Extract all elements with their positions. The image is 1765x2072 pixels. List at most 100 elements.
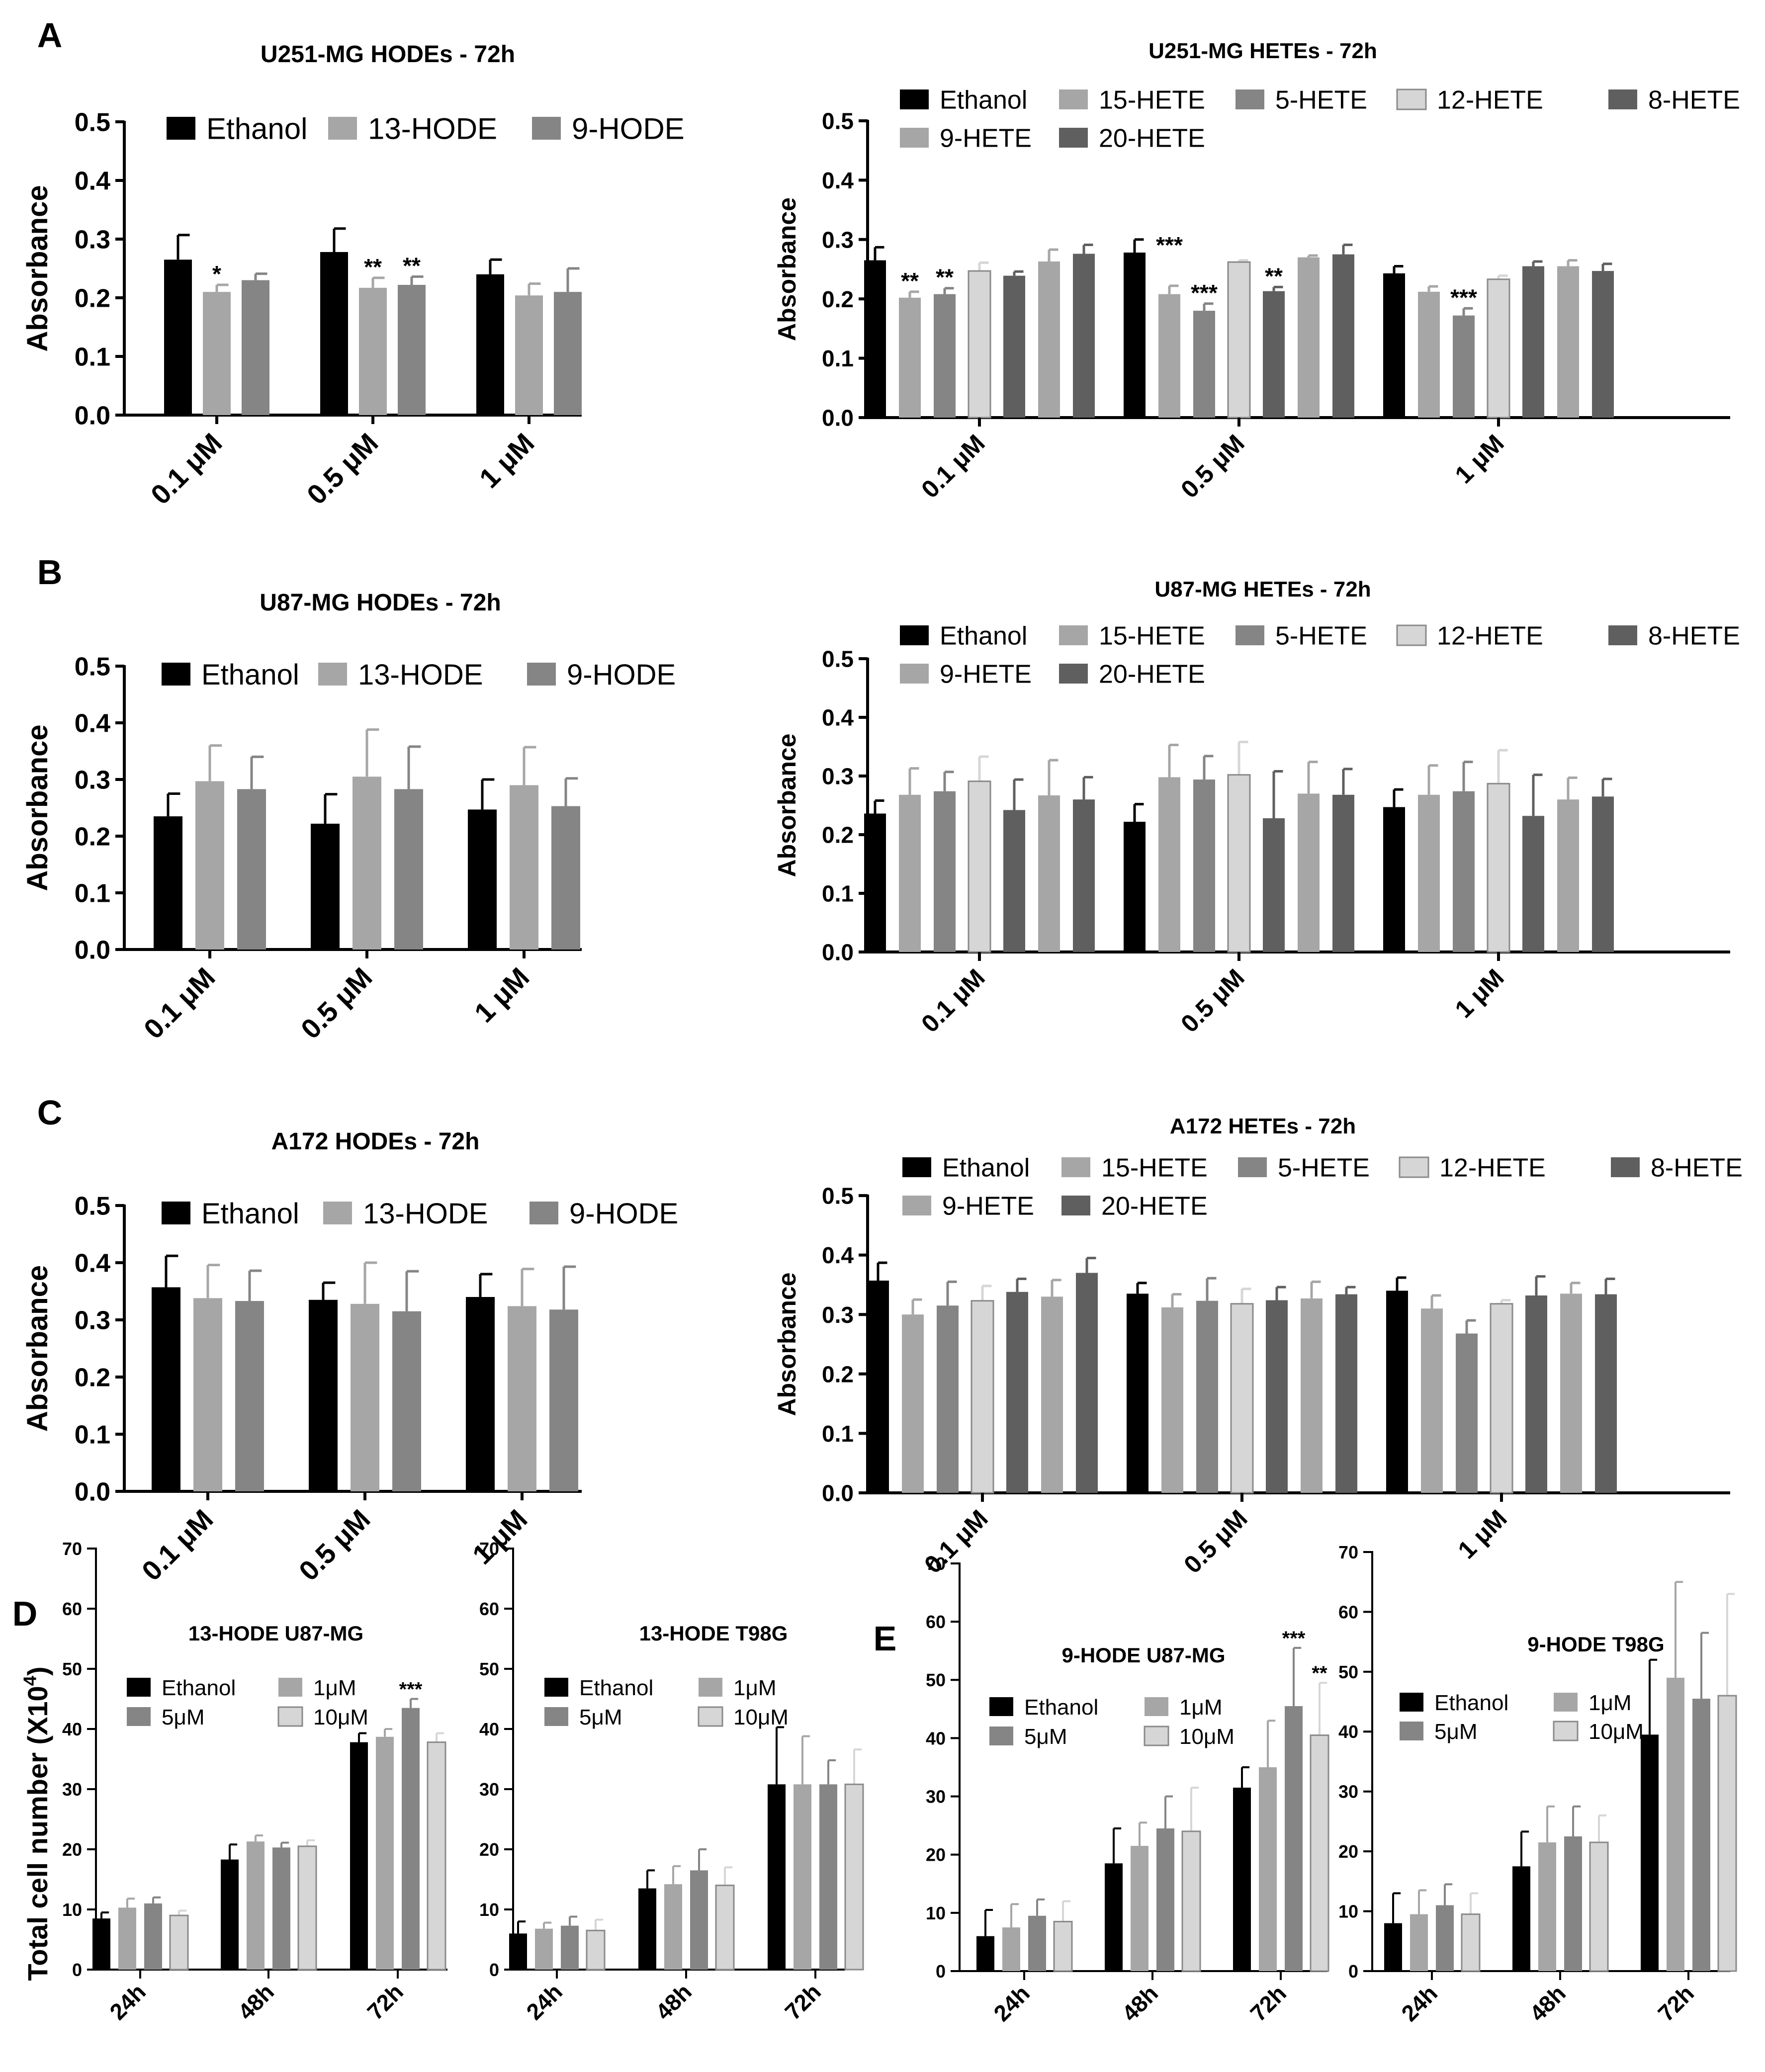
bar-5-hete-0 xyxy=(934,294,956,418)
legend-swatch xyxy=(902,1196,931,1215)
y-tick-label: 0.3 xyxy=(75,1306,110,1335)
legend: Ethanol 15-HETE 5-HETE 12-HETE 8-HETE 9-HETE 2… xyxy=(900,622,1740,689)
legend-label: 9-HETE xyxy=(940,660,1032,689)
legend-label: 1μM xyxy=(313,1676,356,1700)
bar-9-hode-2 xyxy=(554,292,582,415)
y-tick-label: 0.1 xyxy=(822,1421,854,1447)
bar-1-m-0 xyxy=(118,1907,136,1970)
bar-5-hete-1 xyxy=(1196,1300,1218,1493)
bar-5-m-2 xyxy=(402,1708,420,1970)
legend-label: 9-HODE xyxy=(569,1198,678,1230)
legend-label: 20-HETE xyxy=(1101,1192,1208,1221)
bar-5-m-1 xyxy=(690,1870,708,1970)
legend-label: 10μM xyxy=(1588,1720,1644,1744)
y-tick-label: 0.4 xyxy=(75,167,110,196)
y-axis-label-exponent: 4 xyxy=(20,1675,40,1686)
legend-label: 5μM xyxy=(579,1705,622,1729)
bar-9-hode-1 xyxy=(398,285,426,415)
legend-swatch xyxy=(699,1678,722,1697)
legend-swatch xyxy=(162,663,190,686)
bar-1-m-2 xyxy=(376,1736,394,1970)
bar-ethanol-0 xyxy=(867,1281,889,1493)
bar-9-hete-1 xyxy=(1298,257,1320,418)
y-axis-label: Absorbance xyxy=(773,1273,801,1416)
y-tick-label: 0.0 xyxy=(822,405,854,431)
legend-label: 15-HETE xyxy=(1101,1154,1208,1183)
bar-9-hete-0 xyxy=(1038,795,1060,952)
bar-ethanol-2 xyxy=(1233,1788,1251,1971)
legend-swatch xyxy=(900,128,929,148)
panel-letter-e: E xyxy=(874,1619,897,1658)
bar-15-hete-2 xyxy=(1421,1308,1443,1493)
bar-ethanol-1 xyxy=(309,1299,338,1491)
y-tick-label: 0.2 xyxy=(822,822,854,848)
bar-5-hete-2 xyxy=(1453,791,1475,952)
legend-swatch xyxy=(127,1707,151,1726)
bar-10-m-2 xyxy=(1310,1734,1329,1972)
legend: Ethanol 15-HETE 5-HETE 12-HETE 8-HETE 9-HETE 2… xyxy=(902,1154,1743,1221)
y-tick-label: 0.3 xyxy=(822,764,854,789)
bar-ethanol-0 xyxy=(154,816,182,950)
bar-13-hode-1 xyxy=(351,1303,379,1491)
bar-12-hete-2 xyxy=(1487,278,1510,419)
bar-12-hete-0 xyxy=(968,780,991,953)
legend-swatch xyxy=(1059,89,1088,109)
legend-swatch xyxy=(989,1697,1013,1716)
legend-label: Ethanol xyxy=(942,1154,1030,1183)
y-tick-label: 60 xyxy=(926,1612,946,1632)
legend-label: 13-HODE xyxy=(368,112,497,146)
y-tick-label: 10 xyxy=(479,1899,499,1920)
legend-swatch xyxy=(902,1157,931,1177)
bar-9-hode-1 xyxy=(394,789,423,950)
legend-swatch xyxy=(1059,128,1088,148)
y-tick-label: 0.5 xyxy=(75,1192,110,1221)
bar-20-hete-2 xyxy=(1595,1294,1617,1493)
bar-12-hete-1 xyxy=(1227,261,1251,419)
bar-8-hete-0 xyxy=(1003,275,1025,418)
bar-10-m-1 xyxy=(297,1845,317,1971)
y-tick-label: 30 xyxy=(62,1779,82,1800)
bar-5-m-0 xyxy=(1436,1905,1454,1971)
legend-label: 12-HETE xyxy=(1437,86,1543,115)
panel-letter-d: D xyxy=(12,1594,38,1633)
bar-ethanol-1 xyxy=(221,1859,239,1970)
legend: Ethanol 13-HODE 9-HODE xyxy=(162,1198,678,1230)
y-tick-label: 20 xyxy=(479,1839,499,1860)
y-tick-label: 0.4 xyxy=(822,168,854,193)
legend-label: 5μM xyxy=(1434,1720,1477,1744)
chart-title: 13-HODE T98G xyxy=(639,1622,788,1645)
y-tick-label: 60 xyxy=(479,1599,499,1619)
bar-ethanol-0 xyxy=(864,813,886,952)
legend: Ethanol 1μM 5μM 10μM xyxy=(989,1695,1235,1749)
legend-swatch xyxy=(277,1706,303,1727)
y-tick-label: 40 xyxy=(62,1719,82,1739)
legend-swatch xyxy=(1400,1722,1423,1740)
y-tick-label: 40 xyxy=(1338,1722,1358,1742)
legend-label: 13-HODE xyxy=(363,1198,488,1230)
bar-9-hode-2 xyxy=(551,806,580,950)
y-tick-label: 0.1 xyxy=(75,1421,110,1450)
bar-ethanol-2 xyxy=(466,1297,495,1491)
legend-swatch xyxy=(532,117,561,140)
y-tick-label: 50 xyxy=(479,1659,499,1679)
bar-8-hete-1 xyxy=(1263,818,1285,952)
bar-15-hete-1 xyxy=(1158,777,1180,952)
y-tick-label: 0.3 xyxy=(75,766,110,795)
y-tick-label: 0.0 xyxy=(75,1478,110,1507)
legend-label: 5-HETE xyxy=(1275,622,1367,651)
legend-swatch xyxy=(1238,1157,1267,1177)
significance-marker: *** xyxy=(399,1679,423,1701)
legend-swatch xyxy=(328,117,357,140)
legend-label: 5-HETE xyxy=(1275,86,1367,115)
y-tick-label: 0 xyxy=(72,1960,82,1980)
panel-letter-b: B xyxy=(37,553,63,592)
bar-1-m-1 xyxy=(664,1884,682,1970)
bar-9-hete-2 xyxy=(1560,1294,1582,1493)
bar-15-hete-0 xyxy=(899,297,921,418)
bar-ethanol-1 xyxy=(1127,1294,1148,1493)
bar-ethanol-1 xyxy=(1512,1866,1530,1971)
bar-15-hete-1 xyxy=(1158,294,1180,418)
legend-label: 5μM xyxy=(1024,1725,1067,1749)
bar-ethanol-2 xyxy=(1386,1291,1408,1493)
